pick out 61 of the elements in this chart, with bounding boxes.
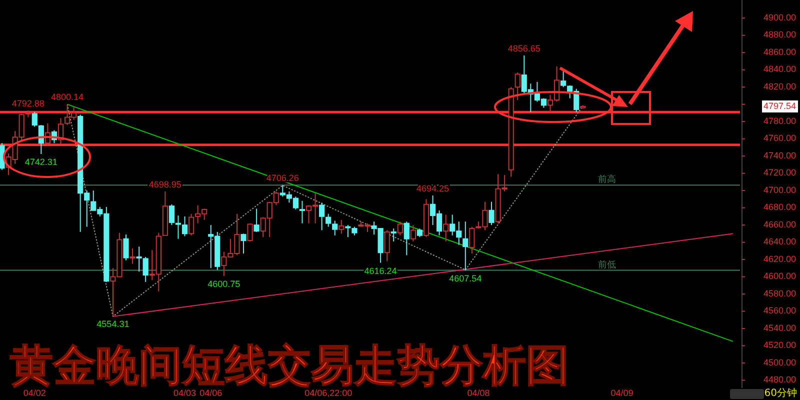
candlestick <box>514 72 520 101</box>
y-tick-label: 4820.00 <box>763 81 796 92</box>
y-tick-label: 4840.00 <box>763 64 796 74</box>
y-tick-label: 4520.00 <box>763 340 796 350</box>
x-tick-label: 04/06,22:00 <box>304 388 352 398</box>
annotation: 4792.88 <box>12 98 44 108</box>
candlestick <box>188 213 194 236</box>
y-tick-label: 4600.00 <box>763 271 796 282</box>
candlestick <box>410 224 416 242</box>
y-tick-label: 4760.00 <box>763 133 796 144</box>
y-tick-label: 4780.00 <box>763 116 796 126</box>
text: 60分钟 <box>764 387 797 399</box>
y-tick-label: 4880.00 <box>763 30 796 40</box>
y-tick-label: 4560.00 <box>763 306 796 316</box>
candlestick <box>240 233 246 254</box>
ref-line-label: 前高 <box>598 174 616 186</box>
y-tick-label: 4500.00 <box>763 357 796 368</box>
candlestick <box>247 222 253 242</box>
y-tick-label: 4700.00 <box>763 184 796 195</box>
candlestick <box>338 219 344 234</box>
y-tick-label: 4540.00 <box>763 322 796 333</box>
candlestick <box>130 248 136 264</box>
candlestick <box>0 142 5 170</box>
y-tick-label: 4660.00 <box>763 219 796 230</box>
ref-line-label: 前低 <box>598 259 616 270</box>
candlestick <box>319 202 325 231</box>
y-tick-label: 4480.00 <box>763 374 796 385</box>
y-tick-label: 4680.00 <box>763 202 796 212</box>
annotation: 4742.31 <box>24 157 58 168</box>
x-tick-label: 04/02 <box>23 388 46 398</box>
annotation: 4800.14 <box>50 92 84 102</box>
candlestick <box>123 234 129 261</box>
candlestick <box>168 204 174 226</box>
annotation: 4554.31 <box>96 319 130 330</box>
candlestick <box>462 221 468 271</box>
x-tick-label: 04/06 <box>200 388 222 398</box>
candlestick <box>299 200 306 224</box>
candlestick <box>443 214 449 242</box>
y-tick-label: 4740.00 <box>763 150 796 160</box>
candlestick <box>32 112 38 128</box>
y-tick-label: 4620.00 <box>763 254 796 264</box>
candlestick <box>254 208 260 232</box>
candlestick <box>488 201 494 226</box>
annotation: 4856.65 <box>508 43 540 54</box>
text: 黄金晚间短线交易走势分析图 <box>10 341 569 391</box>
annotation: 4600.75 <box>208 279 240 290</box>
y-tick-label: 4720.00 <box>763 168 796 178</box>
y-tick-label: 4900.00 <box>763 12 796 22</box>
annotation: 4694.25 <box>416 184 450 194</box>
y-tick-label: 4860.00 <box>763 46 796 57</box>
candlestick <box>404 221 410 256</box>
candlestick <box>384 230 390 262</box>
x-tick-label: 04/03 <box>173 388 196 398</box>
text: 4797.54 <box>763 100 796 111</box>
candlestick <box>397 221 403 236</box>
candlestick <box>390 228 396 242</box>
y-tick-label: 4580.00 <box>763 288 796 298</box>
y-tick-label: 4640.00 <box>763 236 796 247</box>
x-tick-label: 04/08 <box>467 388 490 398</box>
x-tick-label: 04/09 <box>610 388 634 398</box>
annotation: 4607.54 <box>449 273 482 284</box>
